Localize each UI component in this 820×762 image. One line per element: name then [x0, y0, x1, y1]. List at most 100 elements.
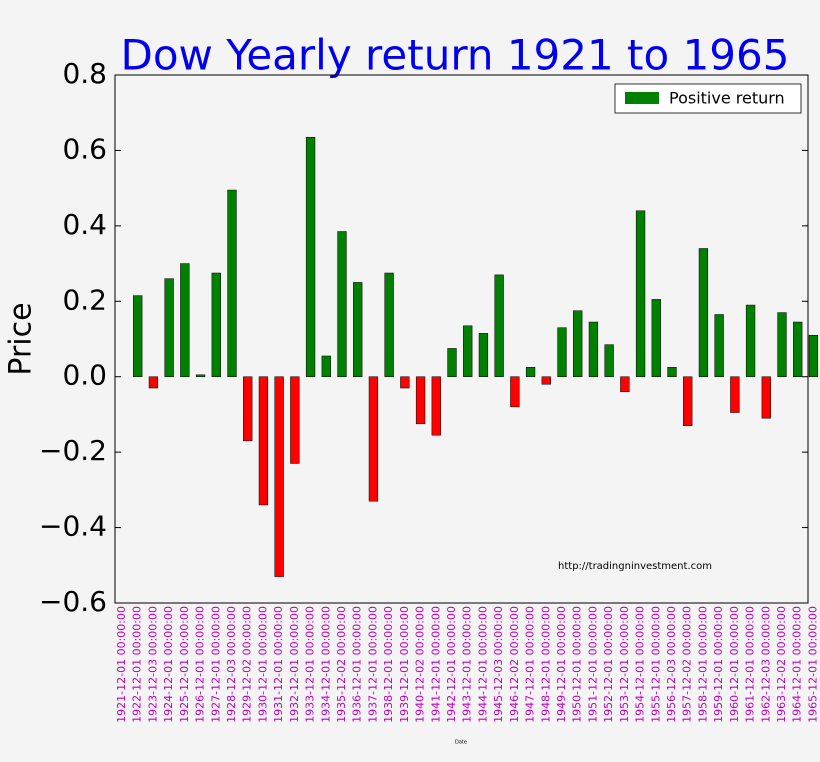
bar: [604, 344, 614, 377]
x-tick-label: 1952-12-01 00:00:00: [602, 606, 615, 723]
x-tick-label: 1927-12-01 00:00:00: [209, 606, 222, 723]
bar: [745, 304, 756, 377]
bar: [431, 376, 441, 436]
x-tick-label: 1939-12-01 00:00:00: [398, 606, 411, 723]
bar: [195, 374, 206, 377]
x-tick-label: 1923-12-03 00:00:00: [146, 606, 159, 723]
x-tick-label: 1928-12-03 00:00:00: [225, 606, 238, 723]
x-tick-label: 1961-12-01 00:00:00: [744, 606, 757, 723]
bar: [808, 334, 819, 377]
x-tick-label: 1931-12-01 00:00:00: [272, 606, 285, 723]
x-tick-label: 1938-12-01 00:00:00: [382, 606, 395, 723]
x-tick-label: 1921-12-01 00:00:00: [115, 606, 128, 723]
x-tick-label: 1960-12-01 00:00:00: [728, 606, 741, 723]
x-tick-label: 1947-12-01 00:00:00: [524, 606, 537, 723]
bar: [588, 321, 599, 377]
x-tick-label: 1964-12-01 00:00:00: [791, 606, 804, 723]
y-tick-label: 0.4: [62, 208, 107, 241]
bar: [274, 376, 284, 577]
x-tick-label: 1955-12-01 00:00:00: [649, 606, 662, 723]
bar: [258, 376, 269, 506]
x-tick-label: 1944-12-01 00:00:00: [476, 606, 489, 723]
x-tick-label: 1942-12-01 00:00:00: [445, 606, 458, 723]
bar: [463, 325, 473, 377]
annotation: http://tradingninvestment.com: [558, 561, 712, 572]
x-tick-label: 1933-12-01 00:00:00: [304, 606, 317, 723]
bar: [305, 136, 316, 377]
x-tick-label: 1953-12-01 00:00:00: [618, 606, 631, 723]
bar: [541, 376, 551, 385]
legend-swatch: [625, 92, 659, 104]
bar: [353, 282, 363, 377]
bar: [133, 295, 143, 377]
bar: [400, 376, 410, 389]
x-tick-label: 1963-12-02 00:00:00: [775, 606, 788, 723]
y-tick-label: 0.2: [62, 283, 107, 316]
y-tick-label: 0.0: [62, 359, 107, 392]
bar: [761, 376, 771, 419]
x-tick-label: 1934-12-01 00:00:00: [319, 606, 332, 723]
x-tick-label: 1929-12-02 00:00:00: [241, 606, 254, 723]
x-tick-label: 1935-12-02 00:00:00: [335, 606, 348, 723]
x-tick-label: 1925-12-01 00:00:00: [178, 606, 191, 723]
x-tick-label: 1949-12-01 00:00:00: [555, 606, 568, 723]
bar: [683, 376, 693, 426]
x-tick-label: 1941-12-01 00:00:00: [429, 606, 442, 723]
bar: [180, 263, 190, 377]
x-tick-label: 1936-12-01 00:00:00: [351, 606, 364, 723]
bar: [290, 376, 300, 464]
bar: [714, 314, 724, 377]
bar: [620, 376, 630, 393]
chart-title: Dow Yearly return 1921 to 1965: [121, 31, 790, 80]
bar: [368, 376, 379, 502]
x-tick-label: 1937-12-01 00:00:00: [366, 606, 379, 723]
bar: [164, 278, 174, 377]
legend-label: Positive return: [669, 89, 785, 108]
bar: [494, 274, 504, 377]
x-tick-label: 1946-12-02 00:00:00: [508, 606, 521, 723]
x-tick-label: 1956-12-03 00:00:00: [665, 606, 678, 723]
x-tick-label: 1945-12-03 00:00:00: [492, 606, 505, 723]
bar: [211, 272, 221, 377]
bar: [148, 376, 159, 389]
x-tick-label: 1926-12-01 00:00:00: [194, 606, 207, 723]
bar: [227, 189, 237, 377]
x-tick-label: 1959-12-01 00:00:00: [712, 606, 725, 723]
x-tick-label: 1932-12-01 00:00:00: [288, 606, 301, 723]
bar: [243, 376, 253, 442]
x-tick-label: 1940-12-02 00:00:00: [414, 606, 427, 723]
x-tick-label: 1924-12-01 00:00:00: [162, 606, 175, 723]
x-tick-label: 1965-12-01 00:00:00: [806, 606, 819, 723]
y-tick-label: −0.4: [39, 510, 107, 543]
plot-frame: [114, 74, 809, 604]
bar: [337, 231, 347, 377]
y-tick-label: −0.6: [39, 585, 107, 618]
bar: [667, 367, 677, 377]
bar: [525, 367, 536, 377]
x-tick-label: 1948-12-01 00:00:00: [539, 606, 552, 723]
x-tick-label: 1950-12-01 00:00:00: [571, 606, 584, 723]
y-axis-label: Price: [4, 302, 39, 375]
y-tick-label: 0.6: [62, 132, 107, 165]
x-axis-label: Date: [455, 740, 467, 746]
bar: [635, 210, 646, 377]
x-tick-label: 1957-12-02 00:00:00: [681, 606, 694, 723]
bar: [651, 299, 661, 377]
bar: [321, 355, 331, 377]
x-tick-label: 1922-12-01 00:00:00: [131, 606, 144, 723]
bar: [415, 376, 426, 425]
x-tick-label: 1943-12-01 00:00:00: [461, 606, 474, 723]
bar: [447, 348, 457, 377]
x-tick-label: 1951-12-01 00:00:00: [586, 606, 599, 723]
bar: [777, 312, 787, 377]
x-tick-label: 1930-12-01 00:00:00: [256, 606, 269, 723]
bar: [793, 321, 803, 377]
bar: [478, 333, 489, 377]
bar: [573, 310, 583, 377]
y-tick-label: −0.2: [39, 434, 107, 467]
y-tick-label: 0.8: [62, 57, 107, 90]
bar: [557, 327, 567, 377]
bar: [698, 248, 709, 377]
x-tick-label: 1954-12-01 00:00:00: [634, 606, 647, 723]
